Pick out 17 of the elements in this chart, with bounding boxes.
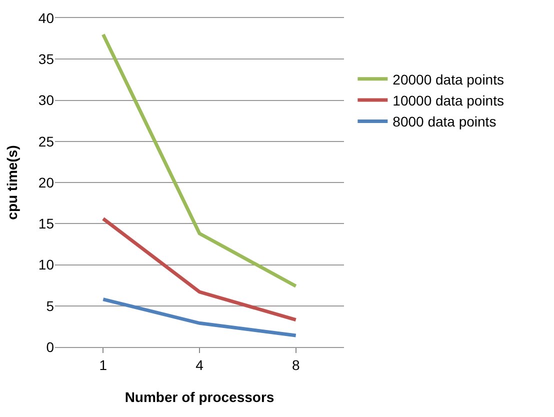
y-tick-label: 5 bbox=[46, 298, 54, 314]
y-tick-label: 25 bbox=[38, 133, 54, 150]
y-tick-label: 30 bbox=[38, 92, 54, 108]
y-tick-label: 10 bbox=[38, 256, 54, 273]
x-tick-label: 4 bbox=[196, 356, 204, 373]
y-tick-label: 35 bbox=[38, 51, 54, 68]
legend-label: 10000 data points bbox=[392, 92, 504, 109]
x-tick-label: 1 bbox=[99, 356, 108, 373]
x-tick-label: 8 bbox=[292, 356, 300, 373]
legend-label: 8000 data points bbox=[392, 114, 496, 130]
y-tick-label: 20 bbox=[38, 174, 54, 190]
legend-label: 20000 data points bbox=[392, 71, 504, 88]
y-tick-label: 15 bbox=[38, 216, 54, 232]
y-tick-label: 0 bbox=[46, 338, 54, 355]
x-axis-title: Number of processors bbox=[124, 389, 274, 406]
y-axis-title: cpu time(s) bbox=[4, 145, 20, 220]
y-tick-label: 40 bbox=[38, 10, 54, 26]
